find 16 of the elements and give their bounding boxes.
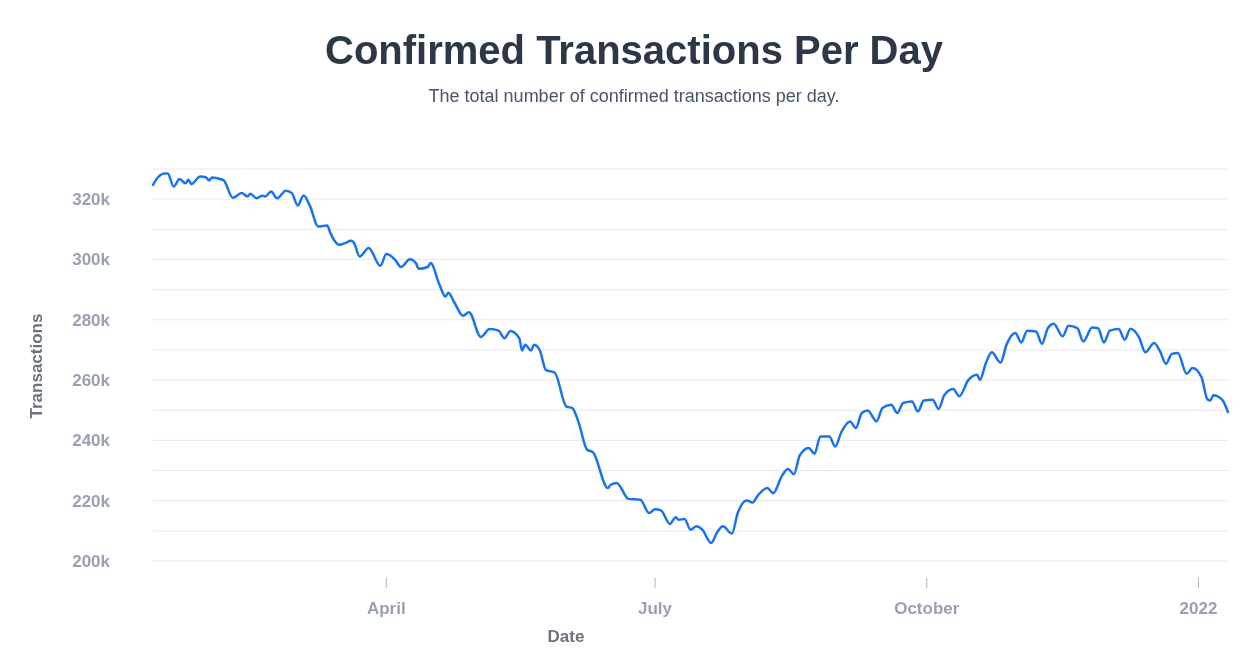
y-tick-label: 300k: [72, 250, 111, 270]
y-tick-label: 200k: [72, 551, 111, 571]
x-tick-label: 2022: [1179, 599, 1218, 618]
y-tick-label: 220k: [72, 491, 111, 511]
y-tick-label: 260k: [72, 371, 111, 391]
line-series: [151, 172, 1230, 545]
y-tick-label: 280k: [72, 310, 111, 330]
y-tick-label: 240k: [72, 431, 111, 451]
y-axis-title: Transactions: [27, 313, 46, 419]
x-axis-title: Date: [547, 627, 585, 646]
x-tick-label: October: [894, 599, 960, 618]
x-tick-label: July: [638, 599, 673, 618]
chart-subtitle: The total number of confirmed transactions per day.: [428, 86, 840, 106]
x-tick-label: April: [366, 599, 406, 618]
y-tick-label: 320k: [72, 190, 111, 210]
chart-title: Confirmed Transactions Per Day: [325, 28, 944, 72]
